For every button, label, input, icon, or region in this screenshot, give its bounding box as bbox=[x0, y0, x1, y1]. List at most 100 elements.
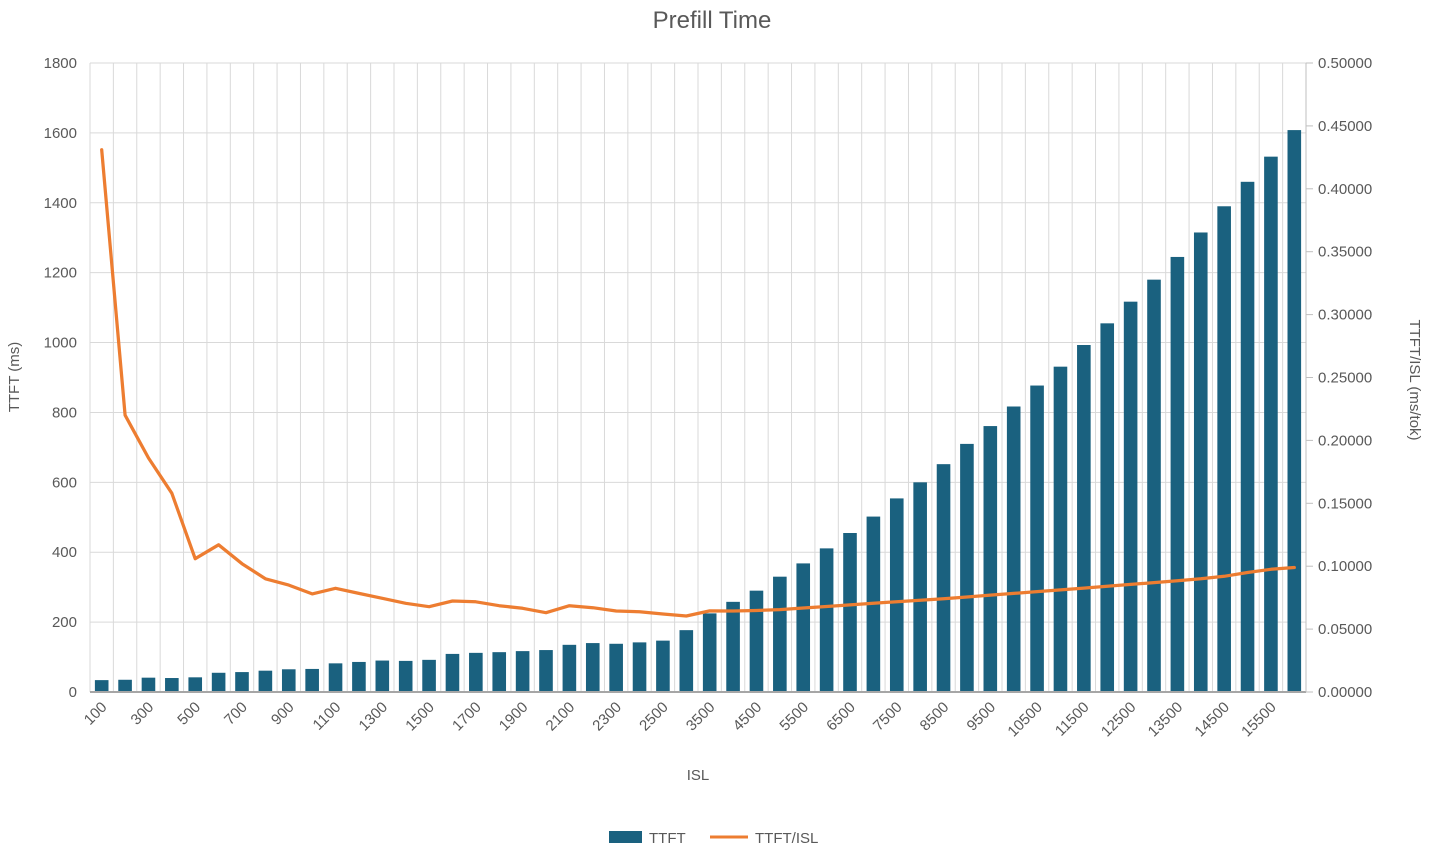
bar-ttft bbox=[1170, 256, 1185, 692]
bar-ttft bbox=[1053, 366, 1068, 692]
x-tick-label: 1900 bbox=[496, 699, 532, 735]
chart-title: Prefill Time bbox=[653, 7, 772, 34]
x-tick-label: 8500 bbox=[917, 699, 953, 735]
y-right-tick-label: 0.05000 bbox=[1318, 621, 1372, 638]
bar-ttft bbox=[165, 678, 179, 692]
axis-lines bbox=[90, 62, 1313, 693]
x-tick-label: 11500 bbox=[1052, 699, 1093, 740]
y-right-tick-label: 0.20000 bbox=[1318, 432, 1372, 449]
bar-ttft bbox=[1077, 345, 1091, 692]
x-tick-label: 1300 bbox=[356, 699, 392, 735]
bar-ttft bbox=[539, 650, 553, 692]
bar-ttft bbox=[960, 443, 974, 692]
y-right-tick-label: 0.25000 bbox=[1318, 370, 1372, 387]
bar-ttft bbox=[773, 576, 787, 692]
bar-ttft bbox=[422, 659, 436, 692]
bar-ttft bbox=[726, 601, 740, 692]
y-left-tick-label: 1400 bbox=[44, 195, 77, 212]
y-left-tick-label: 0 bbox=[69, 684, 77, 701]
y-right-tick-label: 0.35000 bbox=[1318, 244, 1372, 261]
bar-ttft bbox=[983, 426, 998, 692]
y-left-axis-title: TTFT (ms) bbox=[6, 342, 23, 413]
bar-ttft bbox=[118, 679, 132, 692]
x-tick-label: 14500 bbox=[1191, 699, 1233, 741]
y-left-tick-label: 800 bbox=[52, 404, 77, 421]
bar-ttft bbox=[1193, 232, 1208, 692]
bar-ttft bbox=[352, 661, 366, 692]
bar-ttft bbox=[1240, 181, 1255, 693]
legend-line-label: TTFT/ISL bbox=[755, 830, 818, 847]
bar-ttft bbox=[749, 590, 764, 692]
bar-ttft bbox=[328, 663, 343, 692]
x-tick-label: 3500 bbox=[683, 699, 719, 735]
x-tick-label: 2100 bbox=[543, 699, 579, 735]
bar-ttft bbox=[141, 677, 156, 692]
bar-ttft bbox=[188, 677, 203, 692]
bar-ttft bbox=[609, 643, 623, 692]
x-tick-label: 10500 bbox=[1004, 699, 1046, 741]
x-tick-label: 1100 bbox=[310, 699, 345, 734]
x-tick-label: 500 bbox=[174, 699, 204, 729]
y-right-tick-label: 0.10000 bbox=[1318, 558, 1372, 575]
bar-ttft bbox=[1217, 206, 1231, 692]
bar-ttft bbox=[492, 652, 507, 692]
y-right-tick-label: 0.15000 bbox=[1318, 495, 1372, 512]
x-tick-label: 12500 bbox=[1098, 699, 1140, 741]
x-tick-label: 300 bbox=[128, 699, 158, 729]
bar-ttft bbox=[375, 660, 390, 692]
legend-bar-label: TTFT bbox=[649, 830, 686, 847]
x-tick-label: 9500 bbox=[964, 699, 1000, 735]
y-right-tick-label: 0.40000 bbox=[1318, 181, 1372, 198]
x-tick-label: 900 bbox=[268, 699, 298, 729]
y-left-tick-label: 200 bbox=[52, 614, 77, 631]
bar-ttft bbox=[281, 669, 296, 692]
x-tick-label: 4500 bbox=[730, 699, 766, 735]
bar-ttft bbox=[515, 651, 530, 692]
bar-ttft bbox=[679, 630, 694, 692]
legend: TTFT TTFT/ISL bbox=[609, 830, 818, 847]
y-right-tick-label: 0.45000 bbox=[1318, 118, 1372, 135]
y-left-tick-label: 400 bbox=[52, 544, 77, 561]
bar-ttft bbox=[258, 670, 273, 692]
bar-ttft bbox=[305, 668, 319, 692]
y-right-tick-label: 0.50000 bbox=[1318, 55, 1372, 72]
bar-ttft bbox=[445, 653, 460, 692]
x-tick-label: 5500 bbox=[776, 699, 812, 735]
bar-ttft bbox=[796, 563, 811, 692]
bar-ttft bbox=[1006, 406, 1021, 692]
y-left-tick-label: 1200 bbox=[44, 265, 77, 282]
y-right-axis-title: TTFT/ISL (ms/tok) bbox=[1406, 319, 1423, 440]
bar-ttft bbox=[585, 643, 600, 692]
bar-ttft bbox=[1264, 156, 1278, 692]
bar-series-ttft bbox=[94, 130, 1302, 693]
bar-ttft bbox=[1030, 385, 1044, 692]
bar-ttft bbox=[656, 640, 670, 692]
x-tick-label: 15500 bbox=[1238, 699, 1280, 741]
bar-ttft bbox=[889, 498, 904, 692]
line-ttft-isl bbox=[100, 148, 1296, 618]
x-tick-label: 7500 bbox=[870, 699, 906, 735]
bar-ttft bbox=[632, 642, 647, 692]
bar-ttft bbox=[94, 680, 109, 692]
bar-ttft bbox=[235, 672, 249, 692]
bar-ttft bbox=[398, 660, 413, 692]
gridlines bbox=[89, 62, 1307, 693]
bar-ttft bbox=[469, 652, 483, 692]
y-right-tick-label: 0.00000 bbox=[1318, 684, 1372, 701]
bar-ttft bbox=[913, 482, 927, 692]
y-left-tick-label: 1000 bbox=[44, 335, 77, 352]
bar-ttft bbox=[843, 533, 857, 692]
bar-ttft bbox=[562, 644, 577, 692]
x-tick-label: 2500 bbox=[636, 699, 672, 735]
bar-ttft bbox=[1123, 301, 1138, 692]
bar-ttft bbox=[1100, 323, 1115, 692]
x-tick-label: 700 bbox=[221, 699, 251, 729]
bar-ttft bbox=[1287, 130, 1302, 693]
x-tick-label: 1700 bbox=[449, 699, 485, 735]
bar-ttft bbox=[211, 672, 226, 692]
x-tick-label: 13500 bbox=[1145, 699, 1187, 741]
x-tick-label: 100 bbox=[81, 699, 111, 729]
bar-ttft bbox=[819, 548, 834, 692]
